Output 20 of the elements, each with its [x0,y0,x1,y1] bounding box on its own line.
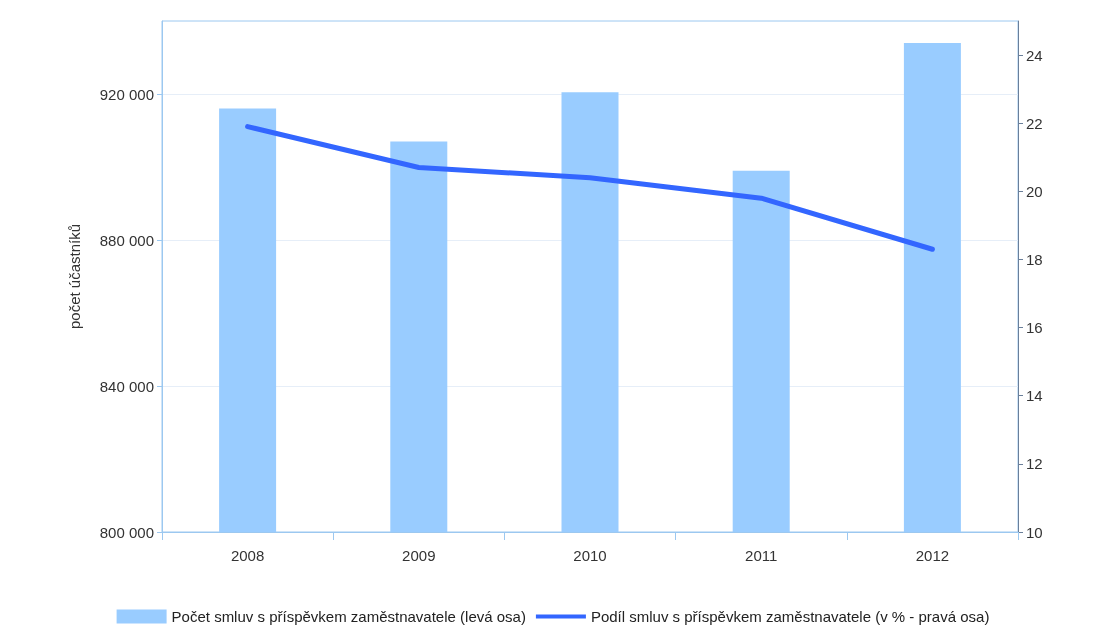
y-tick-label: 800 000 [99,523,154,541]
y2-tick-label: 16 [1026,319,1043,337]
y2-tick-label: 18 [1026,250,1043,268]
y-tick-label: 920 000 [99,85,154,103]
y-tick-label: 880 000 [99,231,154,249]
y2-tick-label: 22 [1026,114,1043,132]
y2-tick-label: 24 [1026,46,1043,64]
x-tick-label: 2010 [573,547,607,564]
legend-label: Podíl smluv s příspěvkem zaměstnavatele (v % - pravá osa) [590,608,990,625]
x-tick-label: 2009 [402,547,436,564]
x-tick-label: 2012 [915,547,950,564]
x-tick-label: 2008 [230,547,265,564]
y-tick-label: 840 000 [99,377,154,395]
y2-tick-label: 12 [1026,455,1043,473]
y-axis-title: počet účastníků [66,223,83,330]
legend-label: Počet smluv s příspěvkem zaměstnavatele (levá osa) [171,608,526,625]
y2-tick-label: 10 [1026,523,1043,541]
x-tick-label: 2011 [745,547,778,564]
y2-tick-label: 20 [1026,182,1043,200]
y2-tick-label: 14 [1026,387,1043,405]
